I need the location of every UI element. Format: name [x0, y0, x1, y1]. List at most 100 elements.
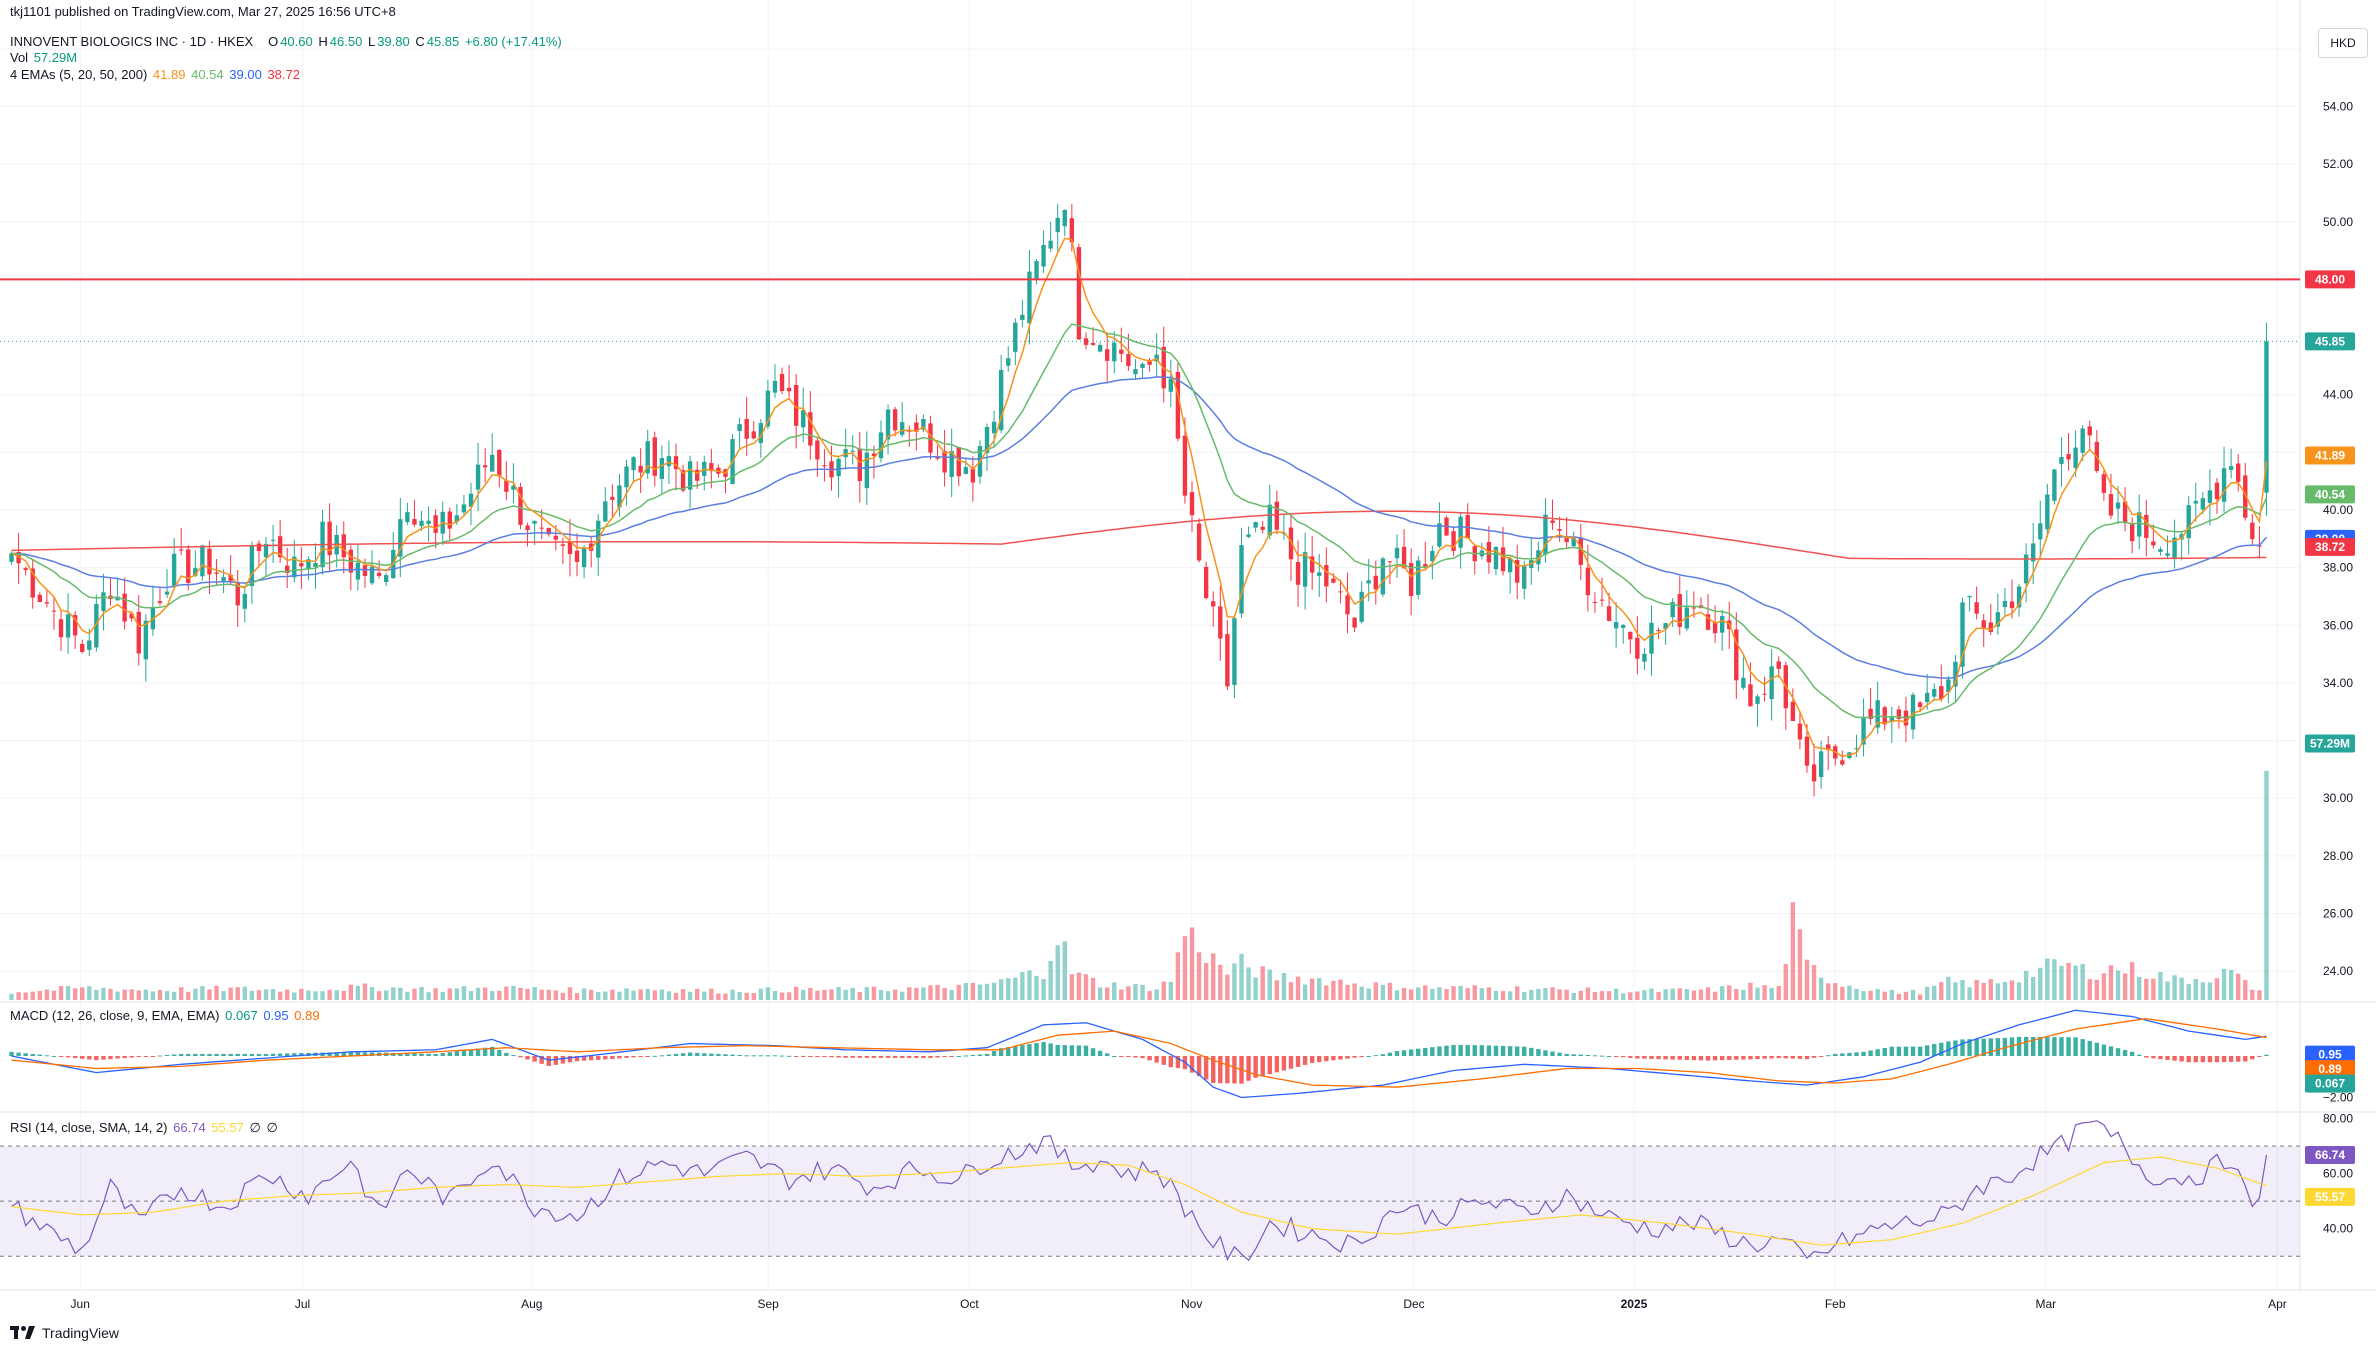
macd-line — [11, 1009, 2267, 1099]
candle-body — [560, 544, 566, 546]
macd-hist-bar — [744, 1055, 749, 1057]
signal-label-tag-bg — [2305, 1060, 2355, 1079]
volume-bar — [1034, 975, 1039, 1000]
candle-body — [58, 619, 64, 638]
candle-body — [1606, 606, 1612, 621]
macd-hist-bar — [751, 1055, 756, 1057]
ema-legend[interactable]: 4 EMAs (5, 20, 50, 200) 41.89 40.54 39.0… — [10, 67, 302, 82]
macd-hist-bar — [1840, 1053, 1845, 1056]
macd-hist-bar — [468, 1049, 474, 1056]
volume-bar — [1225, 974, 1230, 1000]
candle-body — [1168, 378, 1174, 392]
macd-hist-bar — [263, 1053, 269, 1056]
candle-body — [2228, 466, 2234, 470]
volume-bar — [1394, 990, 1400, 1000]
macd-hist-bar — [1861, 1051, 1866, 1056]
macd-hist-bar — [461, 1050, 467, 1056]
candle-body — [497, 449, 502, 477]
macd-hist-bar — [369, 1052, 375, 1056]
volume-bar — [2101, 973, 2107, 1000]
candle-body — [1288, 527, 1294, 560]
macd-hist-bar — [928, 1056, 933, 1059]
volume-bar — [9, 993, 14, 1000]
volume-bar — [744, 992, 749, 1000]
volume-bar — [539, 989, 544, 1000]
volume-bar — [362, 983, 368, 1000]
volume-bar — [405, 991, 410, 1000]
candle-body — [1493, 546, 1499, 570]
rsi-tick-label: 40.00 — [2323, 1222, 2353, 1236]
volume-bar — [447, 988, 452, 1000]
macd-hist-bar — [772, 1055, 778, 1057]
candle-body — [1394, 547, 1400, 559]
macd-hist-bar — [1281, 1056, 1287, 1071]
macd-hist-bar — [1981, 1038, 1986, 1056]
macd-hist-bar — [1027, 1044, 1032, 1056]
candle-body — [610, 496, 615, 500]
volume-bar — [1917, 994, 1923, 1000]
candle-body — [1119, 349, 1124, 354]
price-label-bg — [2305, 332, 2355, 351]
candle-body — [1705, 614, 1711, 630]
macd-hist-bar — [793, 1056, 799, 1057]
volume-bar — [313, 991, 318, 1000]
candle-body — [2087, 426, 2092, 436]
candle-body — [1564, 536, 1569, 543]
volume-bar — [1246, 967, 1251, 1000]
macd-legend[interactable]: MACD (12, 26, close, 9, EMA, EMA) 0.067 … — [10, 1008, 322, 1023]
volume-legend[interactable]: Vol 57.29M — [10, 50, 79, 65]
low-value: 39.80 — [377, 34, 410, 49]
volume-bar — [786, 992, 792, 1000]
candle-body — [659, 458, 665, 479]
volume-bar — [631, 990, 636, 1000]
candle-body — [695, 469, 700, 481]
candle-body — [376, 572, 382, 576]
candle-body — [1225, 634, 1230, 687]
macd-hist-bar — [1203, 1056, 1209, 1080]
candle-body — [518, 486, 523, 525]
macd-hist-bar — [2228, 1056, 2234, 1062]
candle-body — [1889, 717, 1895, 723]
volume-bar — [1840, 986, 1845, 1000]
candle-body — [779, 373, 785, 392]
price-label: 38.72 — [2315, 540, 2345, 554]
volume-bar — [136, 990, 141, 1000]
footer-brand[interactable]: TradingView — [10, 1325, 119, 1341]
macd-hist-bar — [610, 1056, 615, 1059]
currency-button[interactable]: HKD — [2318, 28, 2368, 58]
macd-hist-bar — [2073, 1037, 2078, 1056]
macd-hist-bar — [617, 1056, 622, 1059]
change-value: +6.80 (+17.41%) — [464, 34, 562, 49]
candle-body — [2115, 502, 2121, 509]
macd-hist-bar — [1599, 1055, 1605, 1057]
macd-hist-bar — [256, 1053, 262, 1056]
macd-hist-bar — [1691, 1056, 1697, 1061]
macd-hist-bar — [1917, 1046, 1923, 1056]
candle-body — [2009, 601, 2015, 609]
candle-body — [405, 512, 410, 523]
candle-body — [1090, 342, 1096, 345]
macd-hist-bar — [1416, 1048, 1421, 1056]
volume-bar — [1755, 987, 1760, 1000]
symbol-name[interactable]: INNOVENT BIOLOGICS INC · 1D · HKEX — [10, 34, 254, 49]
candle-body — [673, 456, 679, 470]
macd-hist-bar — [1161, 1056, 1166, 1065]
macd-hist-bar — [1309, 1056, 1315, 1063]
volume-bar — [1281, 972, 1287, 1000]
macd-hist-bar — [631, 1056, 636, 1058]
volume-bar — [1366, 988, 1371, 1000]
rsi-legend[interactable]: RSI (14, close, SMA, 14, 2) 66.74 55.57 … — [10, 1120, 280, 1136]
volume-bar — [1401, 988, 1407, 1000]
volume-bar — [1712, 991, 1718, 1000]
candle-body — [935, 457, 940, 459]
macd-hist-bar — [1352, 1056, 1357, 1058]
candle-body — [567, 541, 573, 555]
volume-bar — [1868, 990, 1873, 1000]
volume-bar — [1083, 974, 1089, 1000]
macd-hist-bar — [2179, 1056, 2184, 1062]
macd-hist-bar — [2052, 1037, 2057, 1056]
volume-bar — [1875, 989, 1880, 1000]
volume-bar — [1578, 990, 1583, 1000]
volume-bar — [1507, 991, 1513, 1000]
